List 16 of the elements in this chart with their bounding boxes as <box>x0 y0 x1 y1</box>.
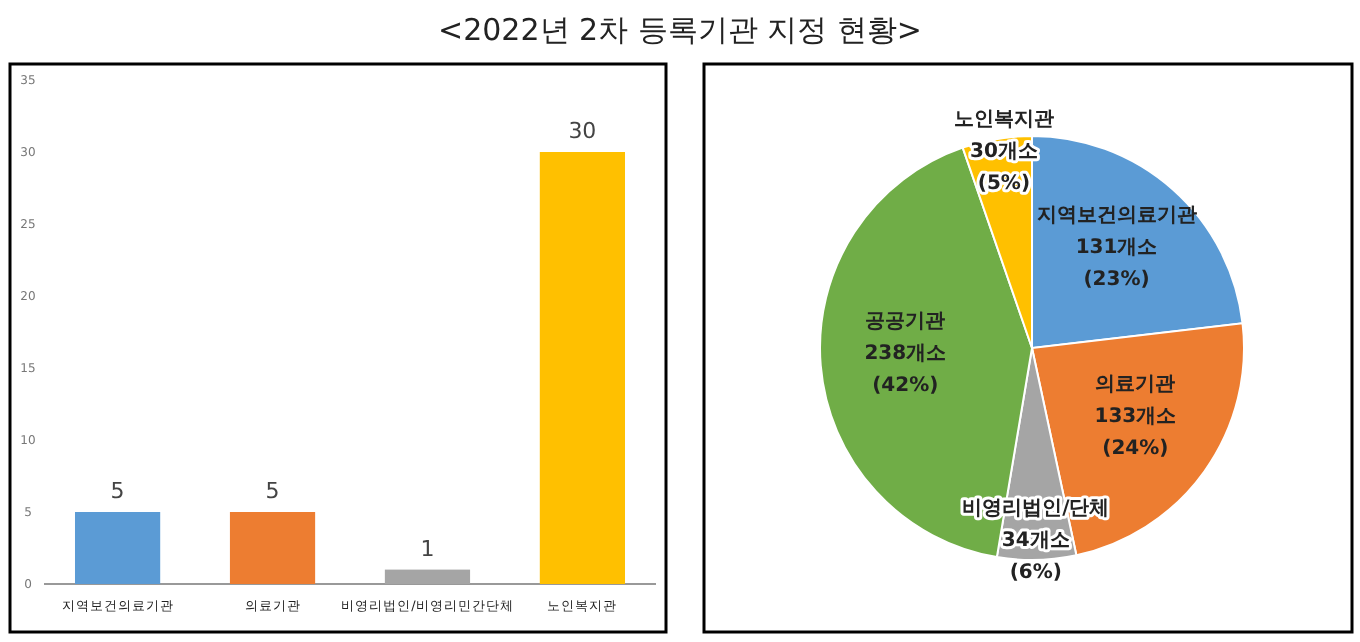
chart-title: <2022년 2차 등록기관 지정 현황> <box>438 12 922 48</box>
slice-label: 노인복지관 <box>953 108 1054 131</box>
data-label: 34개소 (6%) <box>1001 529 1070 584</box>
bar <box>74 512 161 584</box>
data-label: 133개소 (24%) <box>1094 406 1177 461</box>
data-label: 131개소 (23%) <box>1075 236 1158 291</box>
data-label: 30 <box>568 118 597 144</box>
bar <box>229 512 316 584</box>
data-label: 238개소 (42%) <box>864 342 947 397</box>
data-label: 5 <box>110 478 125 504</box>
bar <box>539 152 626 584</box>
data-label: 1 <box>420 535 435 562</box>
slice-label: 의료기관 <box>1095 374 1176 397</box>
slice-label: 지역보건의료기관 <box>1036 204 1197 227</box>
slice-label: 공공기관 <box>865 310 946 333</box>
data-label: 5 <box>265 478 280 504</box>
